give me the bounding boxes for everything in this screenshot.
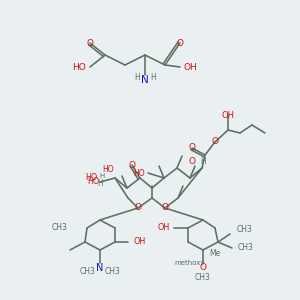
Text: O: O — [188, 158, 196, 166]
Text: N: N — [141, 75, 149, 85]
Text: O: O — [176, 38, 184, 47]
Text: O: O — [134, 203, 142, 212]
Text: OH: OH — [158, 224, 170, 232]
Text: O: O — [188, 143, 196, 152]
Text: H: H — [150, 74, 156, 82]
Text: Me: Me — [209, 248, 220, 257]
Text: HO: HO — [72, 62, 86, 71]
Text: O: O — [86, 38, 94, 47]
Text: HO: HO — [86, 172, 98, 182]
Text: HO: HO — [88, 178, 100, 187]
Text: methoxy: methoxy — [175, 260, 205, 266]
Text: O: O — [161, 203, 169, 212]
Text: CH3: CH3 — [238, 244, 254, 253]
Text: O: O — [212, 137, 218, 146]
Text: CH3: CH3 — [195, 272, 211, 281]
Text: O: O — [128, 160, 136, 169]
Text: HO: HO — [102, 166, 114, 175]
Text: HO: HO — [134, 169, 145, 178]
Text: CH3: CH3 — [52, 224, 68, 232]
Text: O: O — [200, 263, 206, 272]
Text: CH3: CH3 — [105, 268, 121, 277]
Text: CH3: CH3 — [237, 226, 253, 235]
Text: OH: OH — [221, 110, 235, 119]
Text: H: H — [200, 158, 206, 166]
Text: CH3: CH3 — [80, 268, 96, 277]
Text: N: N — [96, 263, 104, 273]
Text: H: H — [134, 74, 140, 82]
Text: H: H — [97, 178, 103, 188]
Text: OH: OH — [133, 238, 145, 247]
Text: H: H — [99, 173, 105, 179]
Text: OH: OH — [184, 62, 198, 71]
